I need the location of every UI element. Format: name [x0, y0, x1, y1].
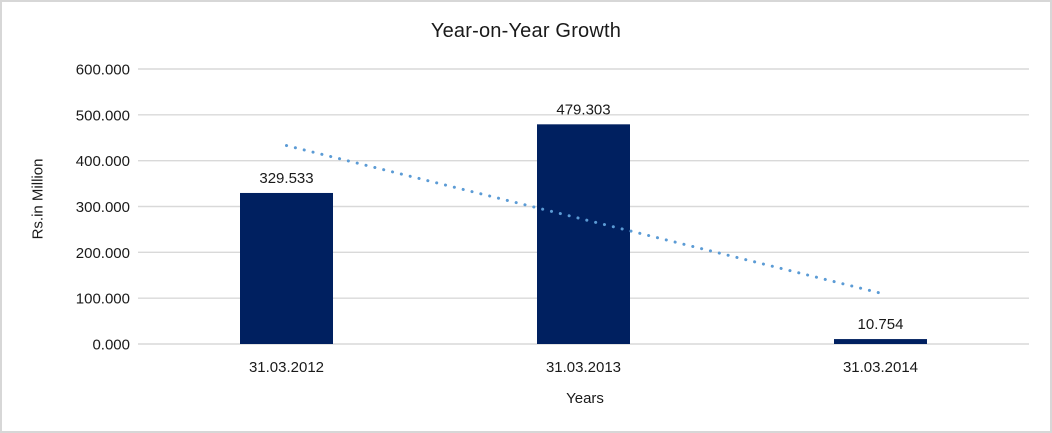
- y-tick-label: 500.000: [76, 107, 130, 124]
- y-tick-label: 600.000: [76, 62, 130, 79]
- bar: [537, 124, 630, 344]
- y-tick-label: 300.000: [76, 199, 130, 216]
- bar-value-label: 329.533: [259, 170, 313, 187]
- x-tick-label: 31.03.2014: [843, 359, 918, 376]
- x-tick-label: 31.03.2013: [546, 359, 621, 376]
- y-tick-label: 0.000: [92, 337, 130, 354]
- y-tick-label: 100.000: [76, 291, 130, 308]
- bar: [834, 339, 927, 344]
- y-tick-label: 200.000: [76, 245, 130, 262]
- y-tick-label: 400.000: [76, 153, 130, 170]
- chart-title: Year-on-Year Growth: [430, 20, 622, 42]
- x-axis-title: Years: [566, 390, 604, 407]
- bar: [240, 192, 333, 344]
- trendline: [285, 144, 882, 295]
- bar-value-label: 479.303: [556, 101, 610, 118]
- x-tick-label: 31.03.2012: [249, 359, 324, 376]
- bar-value-label: 10.754: [858, 316, 904, 333]
